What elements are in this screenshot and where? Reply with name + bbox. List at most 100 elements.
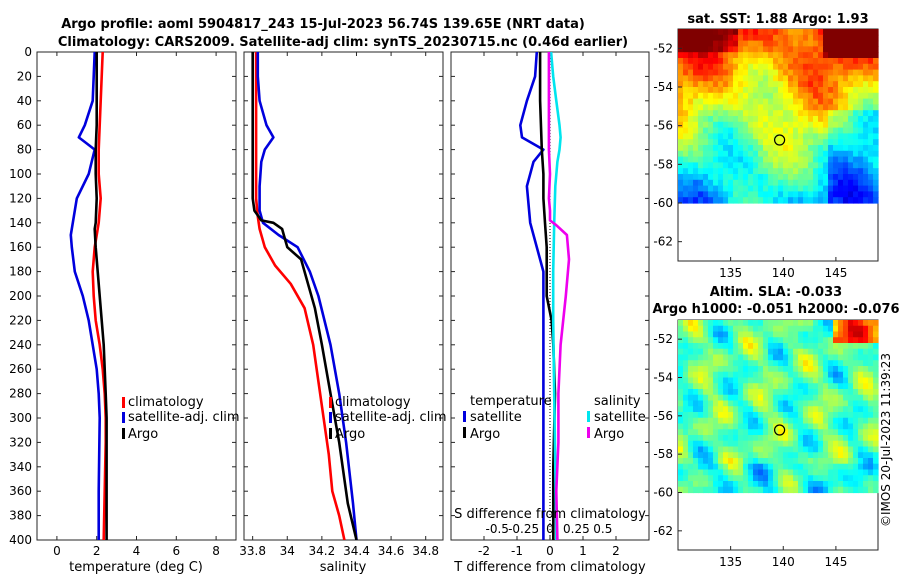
- map-cell: [873, 377, 879, 384]
- map-cell: [698, 162, 704, 169]
- map-cell: [733, 29, 739, 36]
- map-cell: [863, 121, 869, 129]
- map-cell: [768, 366, 774, 373]
- map-cell: [683, 429, 689, 436]
- map-cell: [818, 179, 824, 187]
- map-cell: [863, 197, 869, 204]
- map-cell: [728, 371, 734, 379]
- map-cell: [678, 162, 684, 169]
- map-cell: [693, 458, 699, 465]
- map-cell: [868, 360, 874, 367]
- map-cell: [838, 394, 844, 402]
- map-cell: [728, 366, 734, 373]
- map-cell: [833, 406, 839, 413]
- map-cell: [788, 412, 794, 419]
- map-cell: [823, 343, 829, 350]
- map-cell: [783, 87, 789, 94]
- map-cell: [748, 174, 754, 181]
- map-cell: [713, 63, 719, 71]
- map-cell: [778, 481, 784, 488]
- map-cell: [863, 133, 869, 140]
- map-cell: [683, 139, 689, 146]
- map-cell: [843, 162, 849, 169]
- map-cell: [793, 98, 799, 105]
- map-cell: [718, 121, 724, 129]
- map-cell: [753, 75, 759, 82]
- map-cell: [823, 58, 829, 65]
- map-cell: [788, 354, 794, 361]
- map-cell: [678, 423, 684, 430]
- map-cell: [863, 127, 869, 134]
- map-cell: [843, 435, 849, 442]
- map-cell: [743, 423, 749, 430]
- map-cell: [838, 34, 844, 42]
- map-cell: [753, 337, 759, 344]
- map-cell: [868, 394, 874, 402]
- map-cell: [778, 168, 784, 175]
- map-cell: [858, 435, 864, 442]
- map-cell: [738, 475, 744, 482]
- map-cell: [733, 423, 739, 430]
- map-cell: [873, 354, 879, 361]
- map-cell: [723, 121, 729, 129]
- map-cell: [848, 400, 854, 407]
- map-cell: [743, 133, 749, 140]
- map-cell: [858, 371, 864, 379]
- y-tick-label: 380: [9, 509, 32, 523]
- map-cell: [703, 400, 709, 407]
- map-cell: [678, 371, 684, 379]
- map-cell: [798, 168, 804, 175]
- map-cell: [843, 197, 849, 204]
- map-cell: [863, 435, 869, 442]
- map-cell: [688, 475, 694, 482]
- map-cell: [758, 121, 764, 129]
- map-cell: [808, 116, 814, 123]
- map-cell: [703, 121, 709, 129]
- map-cell: [728, 81, 734, 88]
- map-cell: [778, 417, 784, 425]
- map-cell: [753, 92, 759, 100]
- map-cell: [783, 377, 789, 384]
- y-tick-label: 200: [9, 289, 32, 303]
- map-cell: [738, 150, 744, 158]
- map-cell: [858, 475, 864, 482]
- map-cell: [728, 394, 734, 402]
- map-cell: [748, 400, 754, 407]
- map-cell: [818, 174, 824, 181]
- map-cell: [688, 29, 694, 36]
- map-cell: [868, 191, 874, 198]
- map-cell: [803, 197, 809, 204]
- map-cell: [743, 458, 749, 465]
- map-cell: [718, 389, 724, 396]
- map-cell: [873, 389, 879, 396]
- map-cell: [728, 435, 734, 442]
- map-cell: [858, 191, 864, 198]
- map-cell: [788, 458, 794, 465]
- map-cell: [678, 197, 684, 204]
- map-cell: [868, 348, 874, 356]
- map-cell: [848, 69, 854, 76]
- map-cell: [838, 354, 844, 361]
- map-cell: [773, 52, 779, 59]
- map-cell: [698, 360, 704, 367]
- map-cell: [733, 475, 739, 482]
- map-cell: [803, 383, 809, 390]
- map-cell: [678, 389, 684, 396]
- map-cell: [868, 174, 874, 181]
- map-cell: [828, 185, 834, 192]
- map-cell: [773, 69, 779, 76]
- map-cell: [763, 92, 769, 100]
- map-cell: [833, 371, 839, 379]
- map-cell: [763, 121, 769, 129]
- map-cell: [728, 463, 734, 471]
- map-cell: [838, 360, 844, 367]
- map-cell: [688, 104, 694, 111]
- map-cell: [813, 156, 819, 163]
- map-cell: [718, 87, 724, 94]
- map-cell: [813, 343, 819, 350]
- map-cell: [723, 481, 729, 488]
- map-cell: [823, 475, 829, 482]
- map-cell: [718, 69, 724, 76]
- map-cell: [843, 406, 849, 413]
- map-cell: [818, 116, 824, 123]
